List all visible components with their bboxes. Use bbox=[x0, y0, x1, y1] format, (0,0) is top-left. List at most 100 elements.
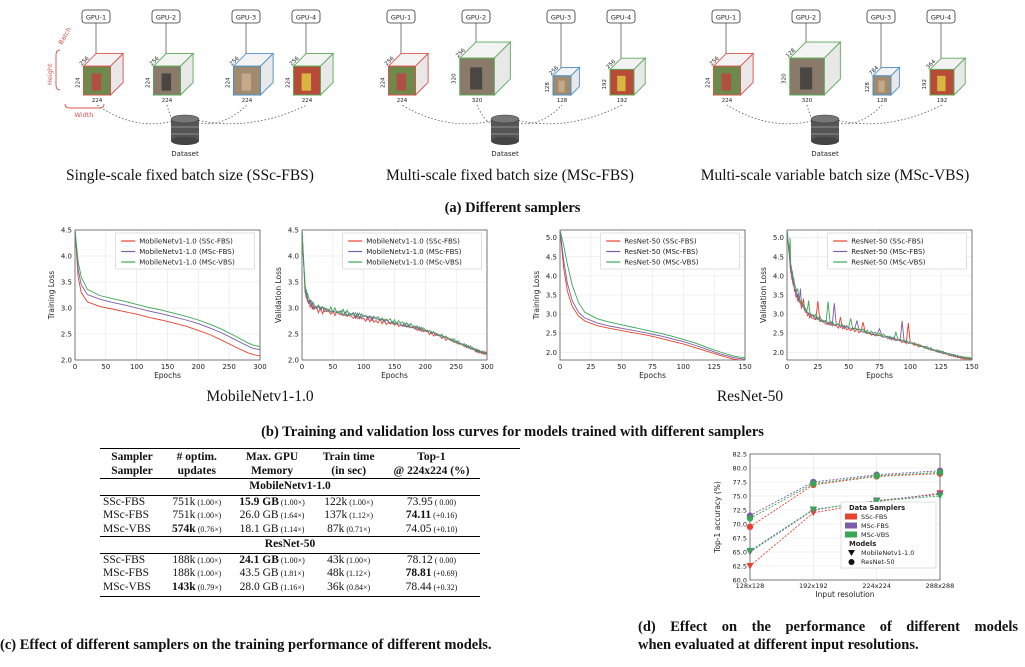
x-tick-label: 128x128 bbox=[736, 582, 765, 590]
table-cell: SSc-FBS bbox=[100, 495, 164, 509]
legend: MobileNetv1-1.0 (SSc-FBS) MobileNetv1-1.0… bbox=[342, 232, 482, 270]
x-tick-label: 75 bbox=[648, 363, 657, 371]
series-line bbox=[749, 472, 941, 519]
cell-value: 751k bbox=[172, 509, 196, 521]
y-tick-label: 2.5 bbox=[288, 331, 299, 339]
dataset-body bbox=[811, 119, 839, 141]
x-tick-label: 75 bbox=[875, 363, 884, 371]
series-line bbox=[75, 230, 260, 357]
data-point-circle bbox=[746, 515, 754, 522]
x-tick-label: 50 bbox=[101, 363, 110, 371]
width-label: 128 bbox=[557, 98, 568, 104]
y-axis-label: Top-1 accuracy (%) bbox=[713, 481, 722, 554]
x-tick-label: 150 bbox=[161, 363, 174, 371]
legend-label: MobileNetv1-1.0 (MSc-FBS) bbox=[139, 248, 234, 256]
cell-value: 74.05 bbox=[405, 522, 432, 535]
height-label: 128 bbox=[865, 82, 871, 93]
plot-frame bbox=[74, 229, 261, 361]
x-tick-label: 224x224 bbox=[862, 582, 891, 590]
cell-value: 188k bbox=[172, 553, 196, 566]
table-cell: 73.95 ( 0.00) bbox=[383, 495, 480, 509]
cell-relative: (1.12×) bbox=[344, 569, 371, 578]
cube-image-subject bbox=[396, 73, 407, 91]
y-tick-label: 72.5 bbox=[733, 507, 747, 515]
x-tick-label: 0 bbox=[300, 363, 304, 371]
width-label: 320 bbox=[802, 98, 813, 104]
legend-label: ResNet-50 (MSc-FBS) bbox=[851, 248, 925, 256]
y-tick-label: 5.0 bbox=[546, 234, 557, 242]
y-tick-label: 2.0 bbox=[61, 357, 72, 365]
dataset-label: Dataset bbox=[811, 150, 839, 158]
series-line bbox=[749, 493, 941, 553]
cell-relative: (1.00×) bbox=[195, 511, 222, 520]
cell-value: 43.5 GB bbox=[239, 567, 279, 579]
legend-label: MobileNetv1-1.0 (MSc-VBS) bbox=[139, 259, 235, 267]
series-line bbox=[75, 230, 260, 351]
data-flow-arrow bbox=[184, 104, 248, 125]
y-tick-label: 77.5 bbox=[733, 479, 747, 487]
height-label: 224 bbox=[706, 77, 712, 88]
model-label-mobilenet: MobileNetv1-1.0 bbox=[206, 388, 314, 405]
legend-label: MobileNetv1-1.0 (SSc-FBS) bbox=[366, 238, 460, 246]
gpu-label: GPU-2 bbox=[156, 14, 176, 22]
x-axis-label: Epochs bbox=[154, 371, 181, 380]
table-cell: 43k (1.00×) bbox=[314, 553, 383, 567]
legend-marker-triangle bbox=[848, 550, 855, 556]
y-tick-label: 4.5 bbox=[288, 227, 299, 235]
data-point-triangle bbox=[746, 547, 754, 555]
height-brace bbox=[55, 49, 61, 91]
x-axis-label: Epochs bbox=[639, 371, 666, 380]
x-tick-label: 125 bbox=[934, 363, 947, 371]
cell-relative: (+0.10) bbox=[431, 524, 458, 534]
cell-relative: (1.64×) bbox=[278, 511, 305, 520]
y-tick-label: 67.5 bbox=[733, 535, 747, 543]
data-point-triangle bbox=[746, 563, 754, 570]
caption-d-line2: when evaluated at different input resolu… bbox=[638, 637, 919, 653]
cube-image-subject bbox=[558, 80, 565, 93]
gpu-label: GPU-3 bbox=[236, 14, 256, 22]
x-tick-label: 0 bbox=[558, 363, 562, 371]
dataset-body bbox=[171, 119, 199, 141]
annotation-batch: Batch bbox=[57, 26, 73, 46]
series-line bbox=[787, 230, 972, 360]
header-memory: Max. GPU bbox=[245, 451, 299, 463]
y-tick-label: 2.5 bbox=[61, 331, 72, 339]
dataset-label: Dataset bbox=[491, 150, 519, 158]
y-tick-label: 4.0 bbox=[288, 253, 299, 261]
gpu-label: GPU-3 bbox=[871, 14, 891, 22]
gpu-label: GPU-4 bbox=[931, 14, 951, 22]
group-header: ResNet-50 bbox=[100, 536, 480, 554]
x-axis-label: Epochs bbox=[866, 371, 893, 380]
dataset-top bbox=[490, 114, 520, 124]
width-brace bbox=[64, 103, 105, 109]
table-cell: 28.0 GB (1.16×) bbox=[230, 581, 315, 595]
cell-relative: (1.00×) bbox=[195, 569, 222, 578]
cube-image-subject bbox=[721, 73, 732, 91]
caption-c: (c) Effect of different samplers on the … bbox=[0, 637, 492, 653]
legend: MobileNetv1-1.0 (SSc-FBS) MobileNetv1-1.0… bbox=[115, 232, 255, 270]
cube-image-subject bbox=[617, 75, 626, 92]
dataset-bottom bbox=[811, 137, 839, 145]
cell-relative: (+0.69) bbox=[431, 569, 458, 578]
data-point-triangle bbox=[873, 498, 881, 505]
dataset-bottom bbox=[491, 137, 519, 145]
cell-relative: (+0.32) bbox=[431, 582, 458, 592]
chart-mobilenet-validation-loss: 2.0 2.5 3.0 3.5 4.0 4.5 0 50 100 150 200 250 300 Mobi… bbox=[274, 227, 494, 381]
cell-value: MSc-VBS bbox=[103, 580, 151, 593]
series-line bbox=[302, 230, 487, 355]
y-tick-label: 2.0 bbox=[288, 357, 299, 365]
data-flow-arrow bbox=[504, 104, 623, 125]
table-row: MSc-FBS 188k (1.00×) 43.5 GB (1.81×) 48k (1… bbox=[100, 567, 480, 581]
x-tick-label: 200 bbox=[192, 363, 205, 371]
x-tick-label: 250 bbox=[449, 363, 462, 371]
header-top1: Top-1 bbox=[417, 451, 446, 463]
width-label: 192 bbox=[937, 98, 948, 104]
table-cell: 15.9 GB (1.00×) bbox=[230, 495, 315, 509]
y-tick-label: 2.5 bbox=[546, 330, 557, 338]
table-cell: 24.1 GB (1.00×) bbox=[230, 553, 315, 567]
legend-box bbox=[115, 232, 255, 270]
cell-value: 36k bbox=[327, 580, 345, 593]
cell-relative: (1.00×) bbox=[195, 555, 222, 565]
y-tick-label: 80.0 bbox=[733, 465, 747, 473]
series-line bbox=[75, 230, 260, 347]
